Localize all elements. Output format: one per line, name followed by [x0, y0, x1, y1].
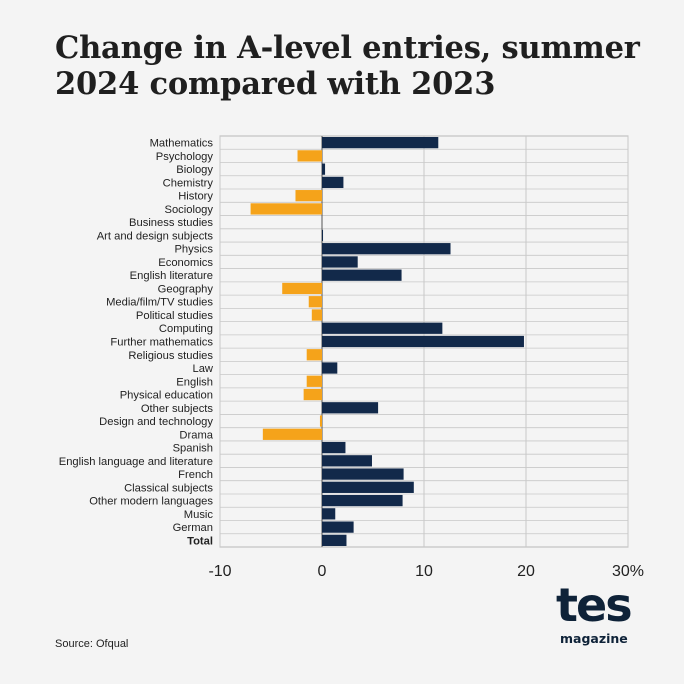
category-label: Other subjects	[141, 403, 214, 415]
category-label: Psychology	[156, 151, 214, 163]
category-label: Geography	[158, 283, 214, 295]
chart-title: Change in A-level entries, summer 2024 c…	[55, 30, 640, 102]
bar	[322, 481, 414, 493]
category-label: Further mathematics	[110, 337, 213, 349]
category-label: English literature	[130, 270, 213, 282]
bar	[311, 309, 322, 321]
logo-subtitle: magazine	[560, 631, 628, 646]
bar	[322, 256, 358, 268]
bar	[322, 534, 347, 546]
bar	[306, 375, 322, 387]
x-tick-label: 10	[415, 563, 433, 580]
tes-magazine-logo: tes magazine	[556, 580, 633, 652]
bar	[322, 176, 344, 189]
bar	[295, 190, 322, 202]
category-label: Physical education	[120, 390, 213, 402]
category-label: Art and design subjects	[97, 230, 214, 242]
category-label: Spanish	[173, 443, 213, 455]
category-label: Economics	[158, 257, 213, 269]
bar	[322, 243, 451, 255]
logo-wordmark: tes	[556, 578, 633, 632]
x-tick-label: 0	[318, 563, 327, 580]
bar	[322, 137, 439, 149]
category-label: History	[178, 191, 213, 203]
bar	[306, 349, 322, 361]
category-label: Sociology	[164, 204, 213, 216]
category-label: Other modern languages	[89, 496, 213, 508]
bar	[322, 269, 402, 281]
category-label: Physics	[174, 244, 213, 256]
category-label: Design and technology	[99, 416, 213, 428]
bar	[322, 322, 443, 334]
bar	[322, 508, 336, 520]
category-label: English	[176, 376, 213, 388]
bar	[322, 335, 524, 348]
bar	[319, 415, 322, 427]
x-tick-label: -10	[208, 563, 231, 580]
category-label: Political studies	[136, 310, 214, 322]
bar	[297, 150, 322, 162]
category-label: Media/film/TV studies	[106, 297, 213, 309]
bar	[262, 428, 322, 440]
category-label: Mathematics	[150, 138, 214, 150]
category-label: Music	[184, 509, 214, 521]
bar	[322, 402, 379, 414]
bar	[322, 455, 372, 467]
bar	[322, 362, 338, 374]
category-label: Classical subjects	[124, 482, 213, 494]
source-note: Source: Ofqual	[55, 638, 129, 650]
category-label-total: Total	[187, 535, 213, 547]
category-label: Religious studies	[128, 350, 213, 362]
bar	[282, 282, 322, 295]
bar	[303, 388, 322, 401]
category-label: French	[178, 469, 213, 481]
bar	[322, 441, 346, 454]
category-label: Drama	[179, 429, 213, 441]
category-label: Computing	[159, 323, 213, 335]
category-label: English language and literature	[59, 456, 213, 468]
bar	[308, 296, 322, 308]
bar	[322, 521, 354, 533]
x-tick-label: 20	[517, 563, 535, 580]
category-label: Law	[192, 363, 213, 375]
bar-layer	[250, 137, 524, 546]
x-tick-layer: -10 0 10 20 30%	[208, 563, 644, 580]
category-label: Business studies	[129, 217, 213, 229]
bar	[322, 494, 403, 507]
category-label: German	[173, 522, 213, 534]
category-label: Biology	[176, 164, 213, 176]
category-label: Chemistry	[163, 177, 214, 189]
bar	[250, 203, 322, 215]
bar	[322, 163, 326, 175]
bar	[322, 229, 324, 242]
x-tick-label: 30%	[612, 563, 644, 580]
bar	[322, 468, 404, 480]
